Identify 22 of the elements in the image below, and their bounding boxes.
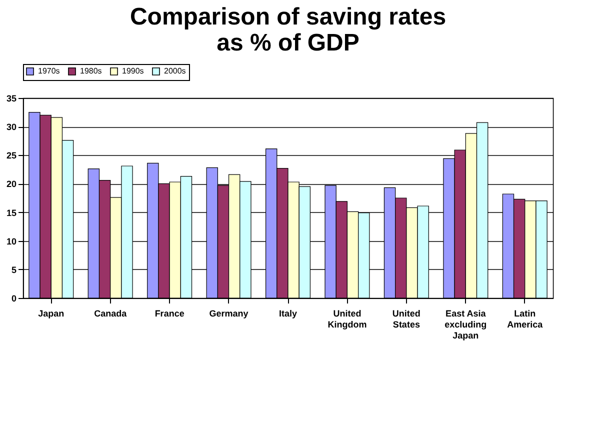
x-tick-label: France	[154, 308, 184, 318]
y-tick-label: 5	[11, 264, 16, 275]
x-tick-label: Latin America	[507, 308, 544, 330]
y-tick-label: 15	[6, 208, 16, 218]
y-tick-label: 30	[6, 122, 16, 132]
legend-label: 2000s	[164, 66, 186, 76]
chart-title: Comparison of saving rates as % of GDP	[130, 4, 446, 56]
y-tick-label: 0	[11, 294, 16, 304]
x-tick-label: Italy	[278, 308, 298, 318]
legend-label: 1970s	[38, 66, 60, 76]
x-tick-label: Japan	[38, 308, 64, 318]
legend-label: 1990s	[122, 66, 144, 76]
x-tick-label: Germany	[209, 308, 248, 318]
x-tick-label: United Kingdom	[328, 308, 367, 330]
y-tick-label: 25	[6, 150, 16, 161]
y-tick-label: 20	[6, 179, 16, 190]
legend-label: 1980s	[80, 66, 102, 76]
x-tick-label: Canada	[94, 308, 128, 318]
x-tick-label: United States	[392, 308, 420, 330]
x-tick-label: East Asia excluding Japan	[444, 308, 487, 340]
y-tick-label: 10	[6, 236, 16, 246]
y-tick-label: 35	[6, 94, 16, 104]
